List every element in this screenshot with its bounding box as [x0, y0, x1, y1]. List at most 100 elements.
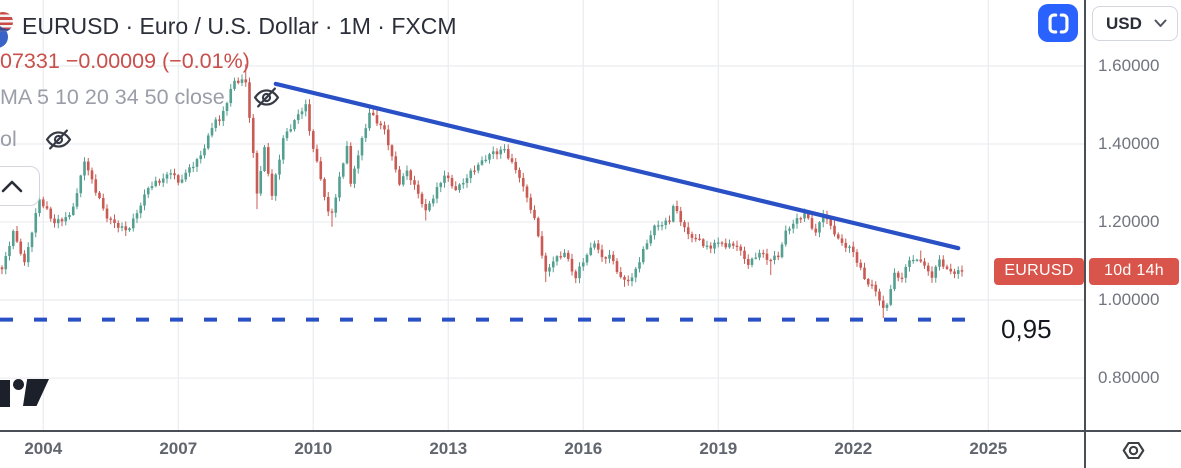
chevron-down-icon	[1154, 19, 1167, 27]
settings-gear-icon[interactable]	[1121, 439, 1146, 462]
eye-off-icon[interactable]	[251, 85, 282, 110]
candle-body	[728, 243, 731, 248]
candle-body	[199, 155, 203, 160]
candle-body	[349, 145, 353, 184]
candle-body	[604, 257, 608, 259]
candle-body	[296, 114, 300, 121]
candle-body	[131, 218, 135, 229]
screenshot-button[interactable]	[1038, 4, 1078, 42]
candle-body	[439, 182, 443, 188]
logo-bar	[0, 380, 10, 407]
year-tick-label: 2019	[699, 439, 738, 458]
candle-body	[491, 151, 495, 155]
collapse-legend-button[interactable]	[0, 166, 40, 206]
candle-body	[896, 272, 900, 278]
candle-body	[233, 80, 236, 89]
candle-body	[398, 169, 401, 185]
ma-indicator-values: MA 5 10 20 34 50 close	[0, 85, 225, 109]
candle-body	[638, 262, 641, 269]
candle-body	[435, 187, 439, 199]
candle-body	[664, 220, 668, 226]
candle-body	[4, 256, 8, 270]
candle-body	[641, 248, 645, 263]
candle-body	[409, 170, 413, 181]
candle-body	[255, 152, 259, 194]
candle-body	[686, 227, 690, 235]
candle-body	[855, 252, 859, 263]
candle-body	[8, 245, 11, 257]
candle-body	[743, 250, 746, 259]
candle-body	[341, 163, 345, 177]
chart-canvas[interactable]	[0, 0, 1084, 430]
descending-trendline[interactable]	[273, 81, 961, 251]
time-axis[interactable]: 2004 2007 2010 2013 2016 2019 2022 2025	[0, 432, 1084, 468]
eye-off-icon[interactable]	[43, 127, 74, 152]
candle-body	[308, 104, 311, 132]
candle-body	[334, 197, 338, 213]
candle-body	[878, 291, 881, 301]
symbol-title-row[interactable]: EURUSD · Euro / U.S. Dollar · 1M · FXCM	[0, 9, 457, 48]
price-axis[interactable]: USD 10d 14h 1.60000 1.40000 1.20000 1.00000…	[1086, 0, 1181, 430]
candle-body	[840, 238, 844, 243]
currency-dropdown[interactable]: USD	[1092, 6, 1178, 41]
candle-body	[806, 213, 810, 219]
candle-body	[120, 226, 124, 228]
price-tick-label: 1.60000	[1098, 55, 1160, 75]
candle-body	[473, 170, 476, 172]
volume-indicator-label: ol	[0, 127, 17, 151]
candle-body	[938, 259, 941, 267]
candle-body	[15, 230, 19, 242]
candle-body	[0, 267, 4, 270]
candle-body	[758, 252, 761, 258]
candle-body	[319, 161, 323, 180]
candle-body	[833, 225, 836, 235]
candle-body	[499, 149, 503, 155]
candle-body	[180, 179, 184, 183]
candle-body	[488, 154, 491, 160]
candle-body	[720, 242, 724, 244]
candle-body	[176, 175, 180, 183]
price-change-row: 07331 −0.00009 (−0.01%)	[0, 49, 250, 73]
candle-body	[919, 259, 923, 262]
candle-body	[53, 218, 56, 224]
year-tick-label: 2025	[969, 439, 1008, 458]
candle-body	[34, 213, 38, 233]
candle-body	[184, 172, 188, 180]
candle-body	[270, 173, 274, 196]
candle-body	[23, 253, 26, 263]
candle-body	[244, 79, 248, 83]
candle-body	[128, 228, 131, 231]
candle-body	[154, 180, 158, 187]
candle-body	[731, 243, 735, 246]
candle-body	[551, 261, 555, 268]
year-tick-label: 2022	[834, 439, 873, 458]
candle-body	[788, 228, 791, 231]
candle-body	[75, 193, 79, 207]
candle-body	[866, 278, 870, 285]
candle-body	[38, 199, 41, 214]
candle-body	[443, 175, 446, 183]
price-tick-label: 1.20000	[1098, 212, 1160, 232]
candle-body	[266, 147, 270, 174]
candle-body	[619, 272, 623, 278]
candle-body	[761, 252, 765, 255]
chart-plot-area[interactable]: EURUSD 0,95 EURUSD · Euro / U.S. Dollar …	[0, 0, 1084, 430]
candle-body	[510, 158, 514, 162]
candle-body	[210, 127, 214, 136]
candle-body	[405, 170, 409, 177]
candle-body	[390, 145, 394, 157]
candle-body	[615, 261, 619, 273]
candle-body	[368, 112, 371, 129]
candle-body	[559, 256, 563, 258]
candle-body	[495, 151, 499, 155]
candle-body	[893, 272, 896, 290]
candle-body	[923, 261, 926, 266]
candle-body	[679, 211, 683, 223]
candle-body	[364, 128, 368, 138]
candle-body	[454, 186, 458, 191]
candle-body	[11, 230, 15, 246]
candle-body	[360, 137, 364, 156]
candle-body	[188, 167, 191, 173]
us-flag-icon	[0, 12, 13, 32]
